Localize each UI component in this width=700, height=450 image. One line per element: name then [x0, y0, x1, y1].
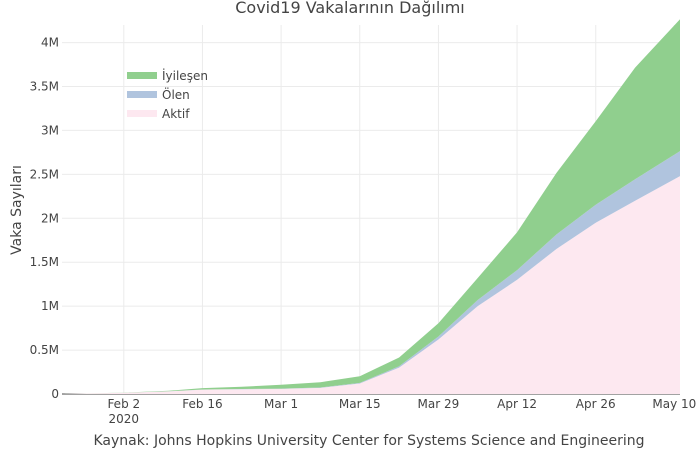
x-axis-ticks: Feb 2 Feb 16 Mar 1 Mar 15 Mar 29 Apr 12 Apr 26…	[107, 397, 696, 426]
x-tick-label: Apr 26	[576, 397, 616, 411]
legend-label[interactable]: Aktif	[162, 107, 190, 121]
y-tick-label: 3.5M	[30, 80, 59, 94]
x-tick-label: Mar 1	[264, 397, 298, 411]
area-i̇yileşen[interactable]	[62, 19, 680, 395]
legend-swatch	[127, 91, 157, 98]
x-tick-label: Apr 12	[497, 397, 537, 411]
legend-swatch	[127, 72, 157, 79]
y-tick-label: 0	[51, 387, 59, 401]
source-note: Kaynak: Johns Hopkins University Center …	[93, 433, 644, 449]
y-axis-ticks: 0 0.5M 1M 1.5M 2M 2.5M 3M 3.5M 4M	[30, 36, 59, 401]
legend[interactable]: İyileşen Ölen Aktif	[127, 68, 208, 121]
y-tick-label: 2.5M	[30, 167, 59, 181]
y-tick-label: 4M	[41, 36, 59, 50]
legend-label[interactable]: İyileşen	[162, 68, 208, 83]
y-tick-label: 2M	[41, 211, 59, 225]
y-axis-title: Vaka Sayıları	[9, 165, 25, 255]
x-tick-label: Feb 16	[182, 397, 222, 411]
area-aktif[interactable]	[62, 176, 680, 394]
x-tick-label: Feb 2	[107, 397, 140, 411]
x-tick-label: Mar 15	[339, 397, 381, 411]
y-tick-label: 0.5M	[30, 343, 59, 357]
x-year-label: 2020	[109, 412, 140, 426]
chart-title: Covid19 Vakalarının Dağılımı	[235, 0, 465, 17]
x-tick-label: May 10	[652, 397, 696, 411]
area-series	[62, 19, 680, 395]
x-tick-label: Mar 29	[418, 397, 460, 411]
legend-swatch	[127, 110, 157, 117]
y-tick-label: 1M	[41, 299, 59, 313]
legend-label[interactable]: Ölen	[162, 86, 190, 102]
y-tick-label: 1.5M	[30, 255, 59, 269]
y-tick-label: 3M	[41, 123, 59, 137]
